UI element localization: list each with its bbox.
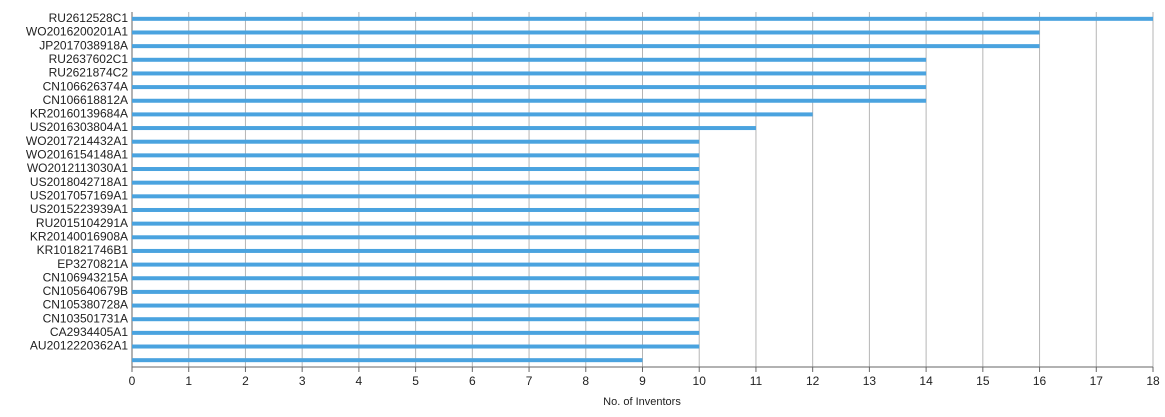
y-tick-label: KR101821746B1 xyxy=(37,243,129,257)
x-tick-label: 3 xyxy=(299,374,306,388)
x-tick-label: 9 xyxy=(639,374,646,388)
bar xyxy=(132,248,700,253)
x-tick-label: 14 xyxy=(919,374,933,388)
bar xyxy=(132,221,700,226)
bar xyxy=(132,44,1040,49)
y-tick-label: CN105640679B xyxy=(43,284,128,298)
y-tick-label: CN106626374A xyxy=(43,79,128,93)
y-tick-label: CN105380728A xyxy=(43,298,128,312)
y-tick-label: WO2012113030A1 xyxy=(27,161,129,175)
y-tick-label: WO2016154148A1 xyxy=(26,148,128,162)
y-tick-label: RU2015104291A xyxy=(36,216,128,230)
x-tick-label: 8 xyxy=(582,374,589,388)
bar xyxy=(132,289,700,294)
bar xyxy=(132,112,813,117)
y-tick-label: EP3270821A xyxy=(57,257,128,271)
x-tick-label: 12 xyxy=(806,374,820,388)
y-tick-label: RU2621874C2 xyxy=(49,66,129,80)
y-tick-label: KR20160139684A xyxy=(30,107,128,121)
y-tick-label: US2016303804A1 xyxy=(30,120,128,134)
y-tick-label: RU2637602C1 xyxy=(49,52,129,66)
bar xyxy=(132,344,700,349)
y-tick-label: CN106618812A xyxy=(43,93,128,107)
bar xyxy=(132,126,756,131)
x-tick-label: 5 xyxy=(412,374,419,388)
y-tick-label: US2018042718A1 xyxy=(30,175,128,189)
y-tick-label: CA2934405A1 xyxy=(50,325,128,339)
x-tick-label: 2 xyxy=(242,374,249,388)
bar xyxy=(132,303,700,308)
y-tick-label: US2017057169A1 xyxy=(30,188,128,202)
x-tick-label: 18 xyxy=(1146,374,1160,388)
y-tick-label: US2015223939A1 xyxy=(30,202,128,216)
y-tick-label: CN106943215A xyxy=(43,270,128,284)
x-tick-label: 4 xyxy=(356,374,363,388)
x-tick-label: 7 xyxy=(526,374,533,388)
x-tick-label: 11 xyxy=(750,374,763,388)
x-tick-label: 10 xyxy=(693,374,707,388)
bar xyxy=(132,207,700,212)
x-tick-label: 0 xyxy=(129,374,136,388)
y-tick-label: WO2017214432A1 xyxy=(26,134,128,148)
x-tick-label: 17 xyxy=(1090,374,1104,388)
y-tick-label: AU2012220362A1 xyxy=(30,339,128,353)
x-tick-label: 15 xyxy=(976,374,990,388)
bar xyxy=(132,139,700,144)
x-axis-title: No. of Inventors xyxy=(603,396,681,408)
bar xyxy=(132,57,927,62)
y-tick-label: RU2612528C1 xyxy=(49,11,129,25)
x-tick-label: 13 xyxy=(863,374,877,388)
bar xyxy=(132,235,700,240)
y-tick-label: KR20140016908A xyxy=(30,229,128,243)
bar xyxy=(132,262,700,267)
bar xyxy=(132,358,643,363)
y-tick-label: WO2016200201A1 xyxy=(26,25,128,39)
bar xyxy=(132,71,927,76)
x-tick-label: 1 xyxy=(185,374,192,388)
bar xyxy=(132,167,700,172)
y-tick-label: CN103501731A xyxy=(43,311,128,325)
x-tick-label: 6 xyxy=(469,374,476,388)
bar xyxy=(132,85,927,90)
bar xyxy=(132,16,1153,21)
bar xyxy=(132,276,700,281)
bar xyxy=(132,330,700,335)
bar xyxy=(132,153,700,158)
y-tick-label: JP2017038918A xyxy=(39,38,128,52)
bar xyxy=(132,30,1040,35)
x-tick-label: 16 xyxy=(1033,374,1047,388)
bar xyxy=(132,317,700,322)
bar xyxy=(132,180,700,185)
bar xyxy=(132,98,927,103)
bar xyxy=(132,194,700,199)
